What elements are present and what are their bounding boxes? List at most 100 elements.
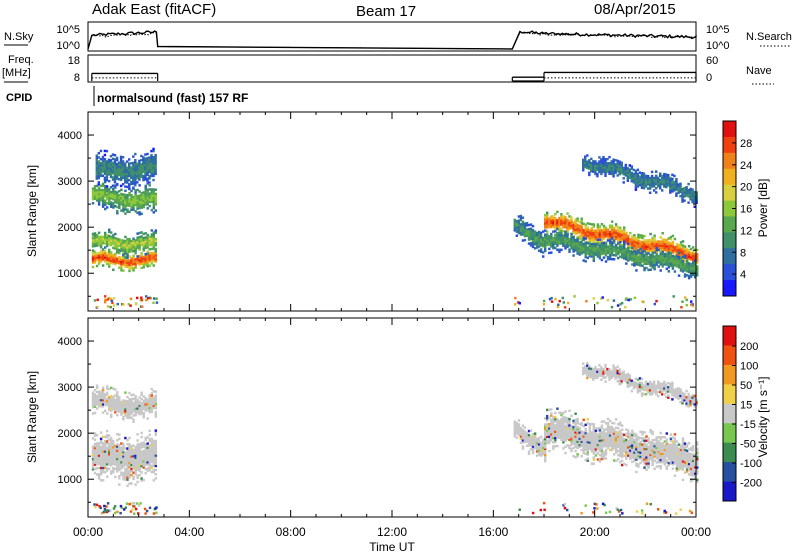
echo-cell bbox=[687, 249, 691, 252]
echo-cell bbox=[675, 452, 679, 456]
echo-cell bbox=[667, 453, 671, 456]
echo-cell bbox=[631, 255, 634, 258]
echo-cell bbox=[679, 260, 683, 264]
echo-cell bbox=[106, 195, 109, 199]
echo-cell bbox=[659, 250, 662, 254]
echo-cell bbox=[122, 199, 125, 202]
echo-cell bbox=[635, 437, 638, 441]
echo-cell bbox=[590, 239, 594, 243]
echo-cell bbox=[600, 168, 603, 171]
echo-cell bbox=[669, 437, 673, 441]
echo-cell bbox=[661, 242, 664, 245]
echo-cell bbox=[669, 260, 673, 263]
echo-cell bbox=[122, 409, 125, 413]
echo-cell bbox=[598, 250, 602, 254]
echo-cell bbox=[91, 187, 95, 190]
echo-cell bbox=[564, 429, 567, 432]
echo-cell bbox=[608, 368, 611, 371]
echo-cell bbox=[671, 442, 675, 445]
echo-cell bbox=[142, 462, 145, 465]
echo-cell bbox=[144, 436, 147, 440]
echo-cell bbox=[649, 241, 652, 244]
echo-cell bbox=[531, 437, 535, 440]
echo-cell bbox=[633, 238, 636, 241]
echo-cell bbox=[640, 186, 644, 189]
echo-cell bbox=[110, 459, 113, 463]
echo-cell bbox=[588, 228, 592, 232]
echo-cell bbox=[106, 202, 109, 205]
echo-cell bbox=[580, 448, 583, 452]
echo-cell bbox=[694, 265, 697, 269]
echo-cell bbox=[144, 438, 147, 442]
echo-cell bbox=[114, 263, 117, 266]
echo-cell bbox=[691, 267, 695, 270]
echo-cell bbox=[146, 190, 149, 193]
echo-cell bbox=[104, 187, 107, 190]
echo-cell bbox=[592, 245, 596, 248]
echo-cell bbox=[689, 455, 693, 458]
echo-cell bbox=[694, 276, 697, 279]
echo-cell bbox=[120, 264, 123, 268]
echo-cell bbox=[640, 392, 644, 395]
echo-cell bbox=[592, 170, 595, 173]
echo-cell bbox=[592, 239, 596, 243]
echo-cell bbox=[687, 448, 691, 451]
echo-cell bbox=[152, 253, 156, 257]
echo-cell bbox=[110, 443, 113, 446]
echo-cell bbox=[554, 430, 557, 433]
echo-cell bbox=[572, 442, 575, 445]
echo-cell bbox=[669, 250, 673, 253]
echo-cell bbox=[650, 176, 654, 180]
echo-cell bbox=[643, 458, 646, 461]
echo-cell bbox=[134, 241, 137, 244]
echo-cell bbox=[548, 239, 551, 242]
echo-cell bbox=[617, 439, 620, 442]
echo-cell bbox=[661, 232, 664, 235]
echo-cell bbox=[594, 240, 598, 243]
echo-cell bbox=[110, 409, 113, 412]
echo-cell bbox=[140, 266, 143, 270]
echo-cell bbox=[679, 256, 683, 260]
echo-cell bbox=[669, 447, 673, 451]
echo-cell bbox=[132, 262, 135, 266]
echo-cell bbox=[140, 198, 143, 201]
echo-cell bbox=[647, 247, 650, 250]
echo-cell bbox=[631, 235, 634, 238]
echo-cell bbox=[596, 376, 599, 380]
echo-cell bbox=[554, 238, 557, 241]
echo-cell bbox=[594, 429, 598, 432]
echo-cell bbox=[679, 182, 682, 185]
echo-cell bbox=[612, 162, 615, 166]
echo-cell bbox=[616, 371, 619, 375]
echo-cell bbox=[515, 428, 519, 431]
echo-cell bbox=[694, 474, 697, 477]
echo-cell bbox=[633, 240, 636, 243]
echo-cell bbox=[619, 442, 622, 445]
echo-cell bbox=[691, 459, 695, 463]
echo-cell bbox=[622, 168, 625, 172]
echo-cell bbox=[560, 422, 563, 425]
echo-cell bbox=[523, 224, 527, 227]
echo-cell bbox=[694, 464, 697, 467]
echo-cell bbox=[696, 443, 699, 446]
echo-cell bbox=[142, 413, 145, 417]
echo-cell bbox=[608, 236, 612, 240]
echo-cell bbox=[108, 404, 111, 407]
echo-cell bbox=[533, 444, 537, 448]
echo-cell bbox=[657, 440, 660, 443]
echo-cell bbox=[570, 435, 573, 438]
echo-cell bbox=[677, 250, 681, 253]
echo-cell bbox=[683, 191, 686, 194]
echo-cell bbox=[550, 422, 553, 426]
echo-cell bbox=[588, 255, 592, 258]
echo-cell bbox=[689, 258, 693, 261]
echo-cell bbox=[140, 408, 143, 411]
echo-cell bbox=[148, 160, 151, 164]
echo-cell bbox=[155, 297, 158, 300]
echo-cell bbox=[627, 446, 630, 449]
echo-cell bbox=[542, 236, 545, 240]
echo-cell bbox=[519, 433, 523, 436]
echo-cell bbox=[110, 237, 113, 241]
echo-cell bbox=[584, 225, 587, 229]
echo-cell bbox=[116, 459, 119, 463]
